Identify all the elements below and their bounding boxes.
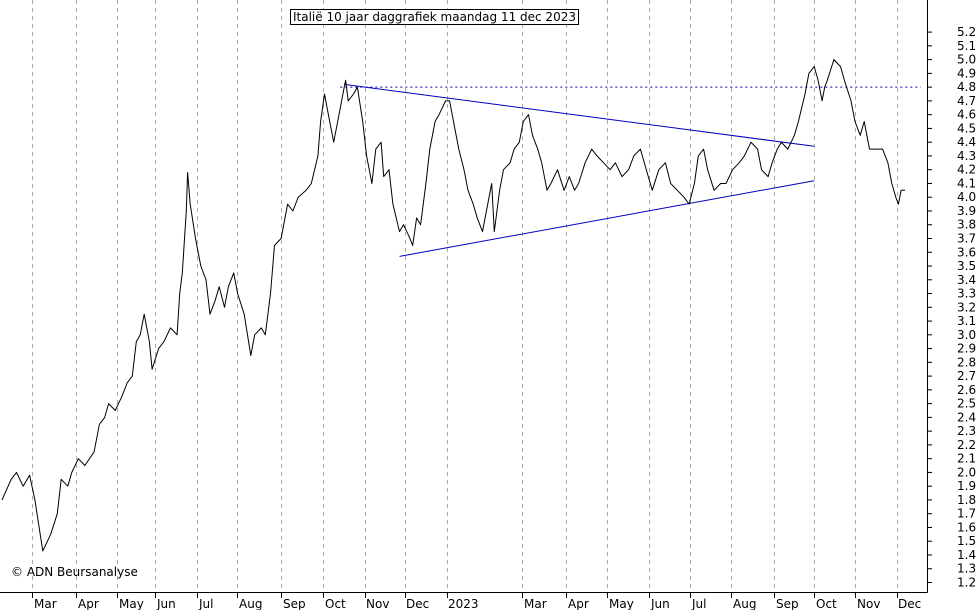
x-tick-label: Oct xyxy=(325,597,346,610)
y-tick-label: 3.2 xyxy=(957,300,976,314)
y-tick-label: 4.8 xyxy=(957,80,976,94)
y-tick-label: 4.9 xyxy=(957,66,976,80)
y-tick-label: 3.1 xyxy=(957,314,976,328)
x-tick-label: Apr xyxy=(78,597,99,610)
trendline-layer xyxy=(340,83,921,257)
y-tick-label: 3.9 xyxy=(957,204,976,218)
x-tick-label: Nov xyxy=(366,597,389,610)
x-tick-label: Aug xyxy=(733,597,756,610)
y-tick-label: 4.7 xyxy=(957,94,976,108)
y-tick-label: 4.4 xyxy=(957,135,976,149)
y-tick-label: 3.4 xyxy=(957,273,976,287)
y-tick-label: 1.7 xyxy=(957,507,976,521)
y-tick-label: 3.8 xyxy=(957,218,976,232)
x-tick-label: Apr xyxy=(568,597,589,610)
y-tick-label: 2.2 xyxy=(957,438,976,452)
triangle-trendline xyxy=(344,83,815,147)
x-tick-label: Jul xyxy=(198,597,213,610)
y-tick-label: 2.4 xyxy=(957,410,976,424)
y-tick-label: 3.5 xyxy=(957,259,976,273)
x-tick-label: Nov xyxy=(857,597,880,610)
y-tick-label: 4.3 xyxy=(957,149,976,163)
y-tick-label: 1.6 xyxy=(957,520,976,534)
chart-title: Italië 10 jaar daggrafiek maandag 11 dec… xyxy=(290,9,579,25)
x-tick-label: Jun xyxy=(156,597,176,610)
x-tick-label: Jun xyxy=(650,597,670,610)
x-tick-label: Mar xyxy=(34,597,57,610)
y-tick-label: 5.2 xyxy=(957,25,976,39)
y-tick-label: 1.4 xyxy=(957,548,976,562)
grid-layer xyxy=(32,0,898,592)
y-tick-label: 2.8 xyxy=(957,355,976,369)
y-tick-label: 3.7 xyxy=(957,232,976,246)
y-tick-label: 3.0 xyxy=(957,328,976,342)
triangle-trendline xyxy=(399,180,815,257)
x-tick-label: Jul xyxy=(691,597,706,610)
y-tick-label: 2.1 xyxy=(957,452,976,466)
copyright-text: © ADN Beursanalyse xyxy=(11,565,138,579)
x-tick-label: Aug xyxy=(239,597,262,610)
y-tick-label: 4.5 xyxy=(957,121,976,135)
y-tick-label: 3.6 xyxy=(957,245,976,259)
x-tick-label: May xyxy=(609,597,634,610)
y-tick-label: 2.0 xyxy=(957,465,976,479)
x-tick-label: May xyxy=(119,597,144,610)
x-tick-label: Dec xyxy=(406,597,429,610)
x-tick-label: Mar xyxy=(524,597,547,610)
x-tick-label: 2023 xyxy=(448,597,479,610)
y-tick-label: 4.6 xyxy=(957,108,976,122)
x-tick-label: Dec xyxy=(898,597,921,610)
y-tick-label: 1.9 xyxy=(957,479,976,493)
y-tick-label: 2.6 xyxy=(957,383,976,397)
y-tick-label: 5.0 xyxy=(957,53,976,67)
y-tick-label: 4.0 xyxy=(957,190,976,204)
y-tick-label: 2.3 xyxy=(957,424,976,438)
y-tick-label: 1.8 xyxy=(957,493,976,507)
y-tick-label: 1.2 xyxy=(957,576,976,590)
y-tick-label: 3.3 xyxy=(957,287,976,301)
y-tick-label: 2.5 xyxy=(957,397,976,411)
y-tick-label: 1.5 xyxy=(957,534,976,548)
y-tick-label: 1.3 xyxy=(957,562,976,576)
y-tick-label: 4.2 xyxy=(957,163,976,177)
y-tick-label: 5.1 xyxy=(957,39,976,53)
yield-series-line xyxy=(1,59,905,552)
y-tick-label: 2.9 xyxy=(957,342,976,356)
x-tick-label: Sep xyxy=(776,597,799,610)
y-tick-label: 4.1 xyxy=(957,176,976,190)
series-layer xyxy=(1,59,905,552)
x-tick-label: Sep xyxy=(283,597,306,610)
y-tick-label: 2.7 xyxy=(957,369,976,383)
x-tick-label: Oct xyxy=(816,597,837,610)
